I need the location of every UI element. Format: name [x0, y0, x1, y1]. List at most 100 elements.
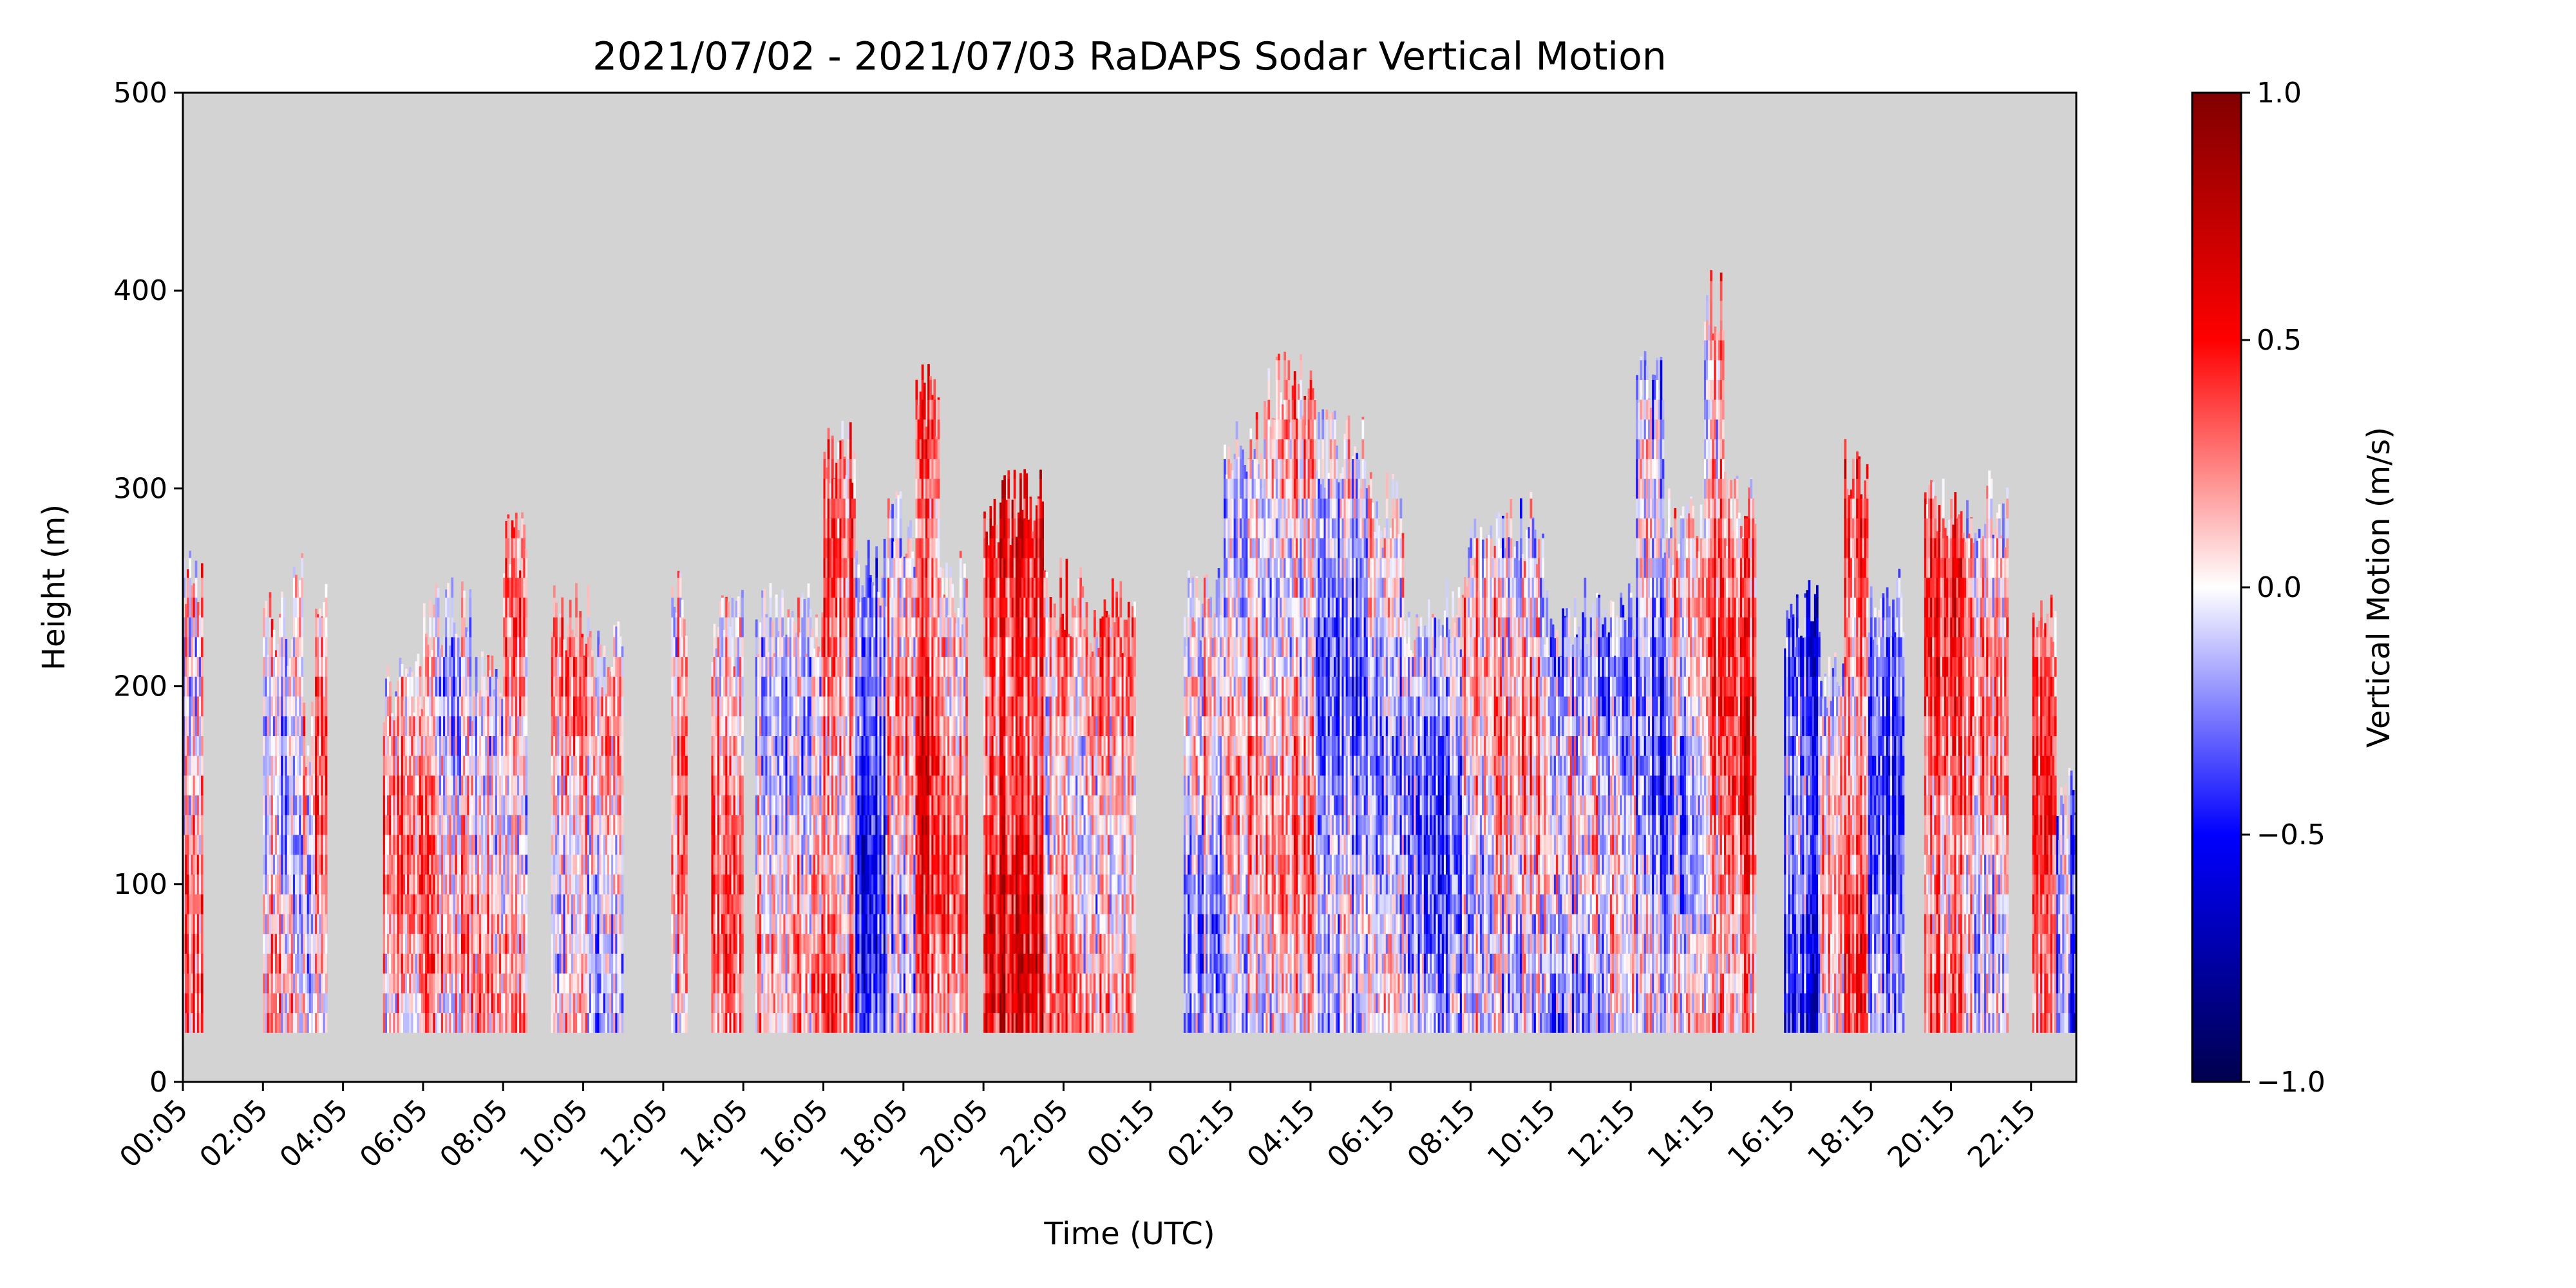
heatmap-cell	[621, 993, 624, 1013]
heatmap-cell	[741, 953, 744, 973]
heatmap-cell	[463, 597, 466, 617]
heatmap-cell	[525, 617, 527, 637]
heatmap-cell	[721, 597, 724, 617]
heatmap-cell	[201, 676, 204, 696]
heatmap-cell	[621, 775, 624, 795]
heatmap-cell	[437, 597, 440, 617]
heatmap-cell	[201, 578, 204, 598]
heatmap-cell	[523, 525, 526, 538]
heatmap-cell	[201, 874, 204, 894]
heatmap-cell	[429, 600, 431, 618]
heatmap-cell	[741, 855, 744, 875]
heatmap-cell	[741, 1012, 744, 1032]
heatmap-cell	[525, 558, 527, 578]
heatmap-cell	[517, 530, 520, 538]
heatmap-cell	[447, 617, 450, 637]
heatmap-cell	[781, 597, 784, 617]
heatmap-cell	[325, 657, 328, 677]
heatmap-cell	[685, 795, 688, 815]
heatmap-cell	[685, 636, 688, 637]
heatmap-cell	[401, 676, 404, 696]
heatmap-cell	[469, 696, 471, 716]
heatmap-cell	[525, 637, 527, 657]
heatmap-cell	[325, 914, 328, 934]
heatmap-cell	[561, 597, 564, 598]
heatmap-cell	[325, 676, 328, 696]
heatmap-cell	[732, 597, 734, 598]
heatmap-cell	[671, 586, 674, 598]
heatmap-cell	[685, 1012, 688, 1032]
heatmap-cell	[621, 795, 624, 815]
heatmap-cell	[741, 795, 744, 815]
heatmap-cell	[831, 439, 834, 459]
heatmap-cell	[525, 835, 527, 855]
heatmap-cell	[815, 617, 818, 637]
heatmap-cell	[679, 578, 682, 598]
heatmap-cell	[507, 518, 509, 538]
heatmap-cell	[301, 637, 303, 657]
heatmap-cell	[621, 657, 624, 677]
heatmap-cell	[824, 452, 826, 459]
heatmap-cell	[741, 696, 744, 716]
heatmap-cell	[841, 421, 844, 440]
heatmap-cell	[325, 855, 328, 875]
heatmap-cell	[685, 914, 688, 934]
heatmap-cell	[283, 598, 285, 618]
heatmap-cell	[301, 578, 303, 598]
heatmap-cell	[732, 617, 734, 637]
heatmap-cell	[841, 439, 844, 459]
heatmap-cell	[561, 617, 564, 637]
heatmap-cell	[201, 597, 204, 617]
heatmap-cell	[283, 617, 285, 637]
heatmap-cell	[525, 775, 527, 795]
heatmap-cell	[741, 775, 744, 795]
heatmap-cell	[621, 676, 624, 696]
heatmap-cell	[447, 583, 450, 598]
heatmap-cell	[781, 617, 784, 637]
heatmap-cell	[325, 637, 328, 657]
heatmap-cell	[732, 597, 734, 617]
heatmap-cell	[525, 735, 527, 755]
heatmap-cell	[617, 621, 620, 637]
heatmap-cell	[325, 755, 328, 775]
heatmap-cell	[561, 597, 564, 617]
heatmap-cell	[621, 855, 624, 875]
heatmap-cell	[201, 855, 204, 875]
heatmap-cell	[201, 637, 204, 657]
heatmap-cell	[319, 609, 321, 618]
heatmap-cell	[791, 611, 794, 618]
heatmap-cell	[311, 716, 314, 736]
heatmap-cell	[599, 645, 601, 657]
heatmap-cell	[481, 657, 484, 677]
heatmap-cell	[575, 597, 578, 617]
heatmap-cell	[201, 696, 204, 716]
heatmap-cell	[281, 592, 283, 598]
heatmap-cell	[775, 594, 778, 598]
heatmap-cell	[325, 953, 328, 973]
heatmap-cell	[803, 617, 806, 637]
heatmap-cell	[265, 617, 267, 637]
heatmap-cell	[325, 1012, 328, 1032]
heatmap-cell	[525, 894, 527, 914]
heatmap-cell	[301, 657, 303, 677]
heatmap-cell	[325, 795, 328, 815]
heatmap-cell	[569, 600, 572, 617]
heatmap-cell	[325, 716, 328, 736]
heatmap-cell	[437, 588, 440, 598]
heatmap-cell	[307, 746, 310, 756]
heatmap-cell	[741, 617, 744, 637]
heatmap-cell	[831, 436, 834, 440]
heatmap-cell	[591, 650, 594, 657]
heatmap-cell	[469, 617, 471, 637]
heatmap-cell	[303, 716, 305, 736]
heatmap-cell	[265, 637, 267, 657]
heatmap-cell	[301, 676, 303, 696]
heatmap-cell	[469, 597, 471, 617]
heatmap-cell	[714, 624, 716, 638]
heatmap-cell	[815, 614, 818, 618]
heatmap-cell	[201, 815, 204, 835]
heatmap-cell	[525, 657, 527, 677]
heatmap-cell	[621, 815, 624, 835]
